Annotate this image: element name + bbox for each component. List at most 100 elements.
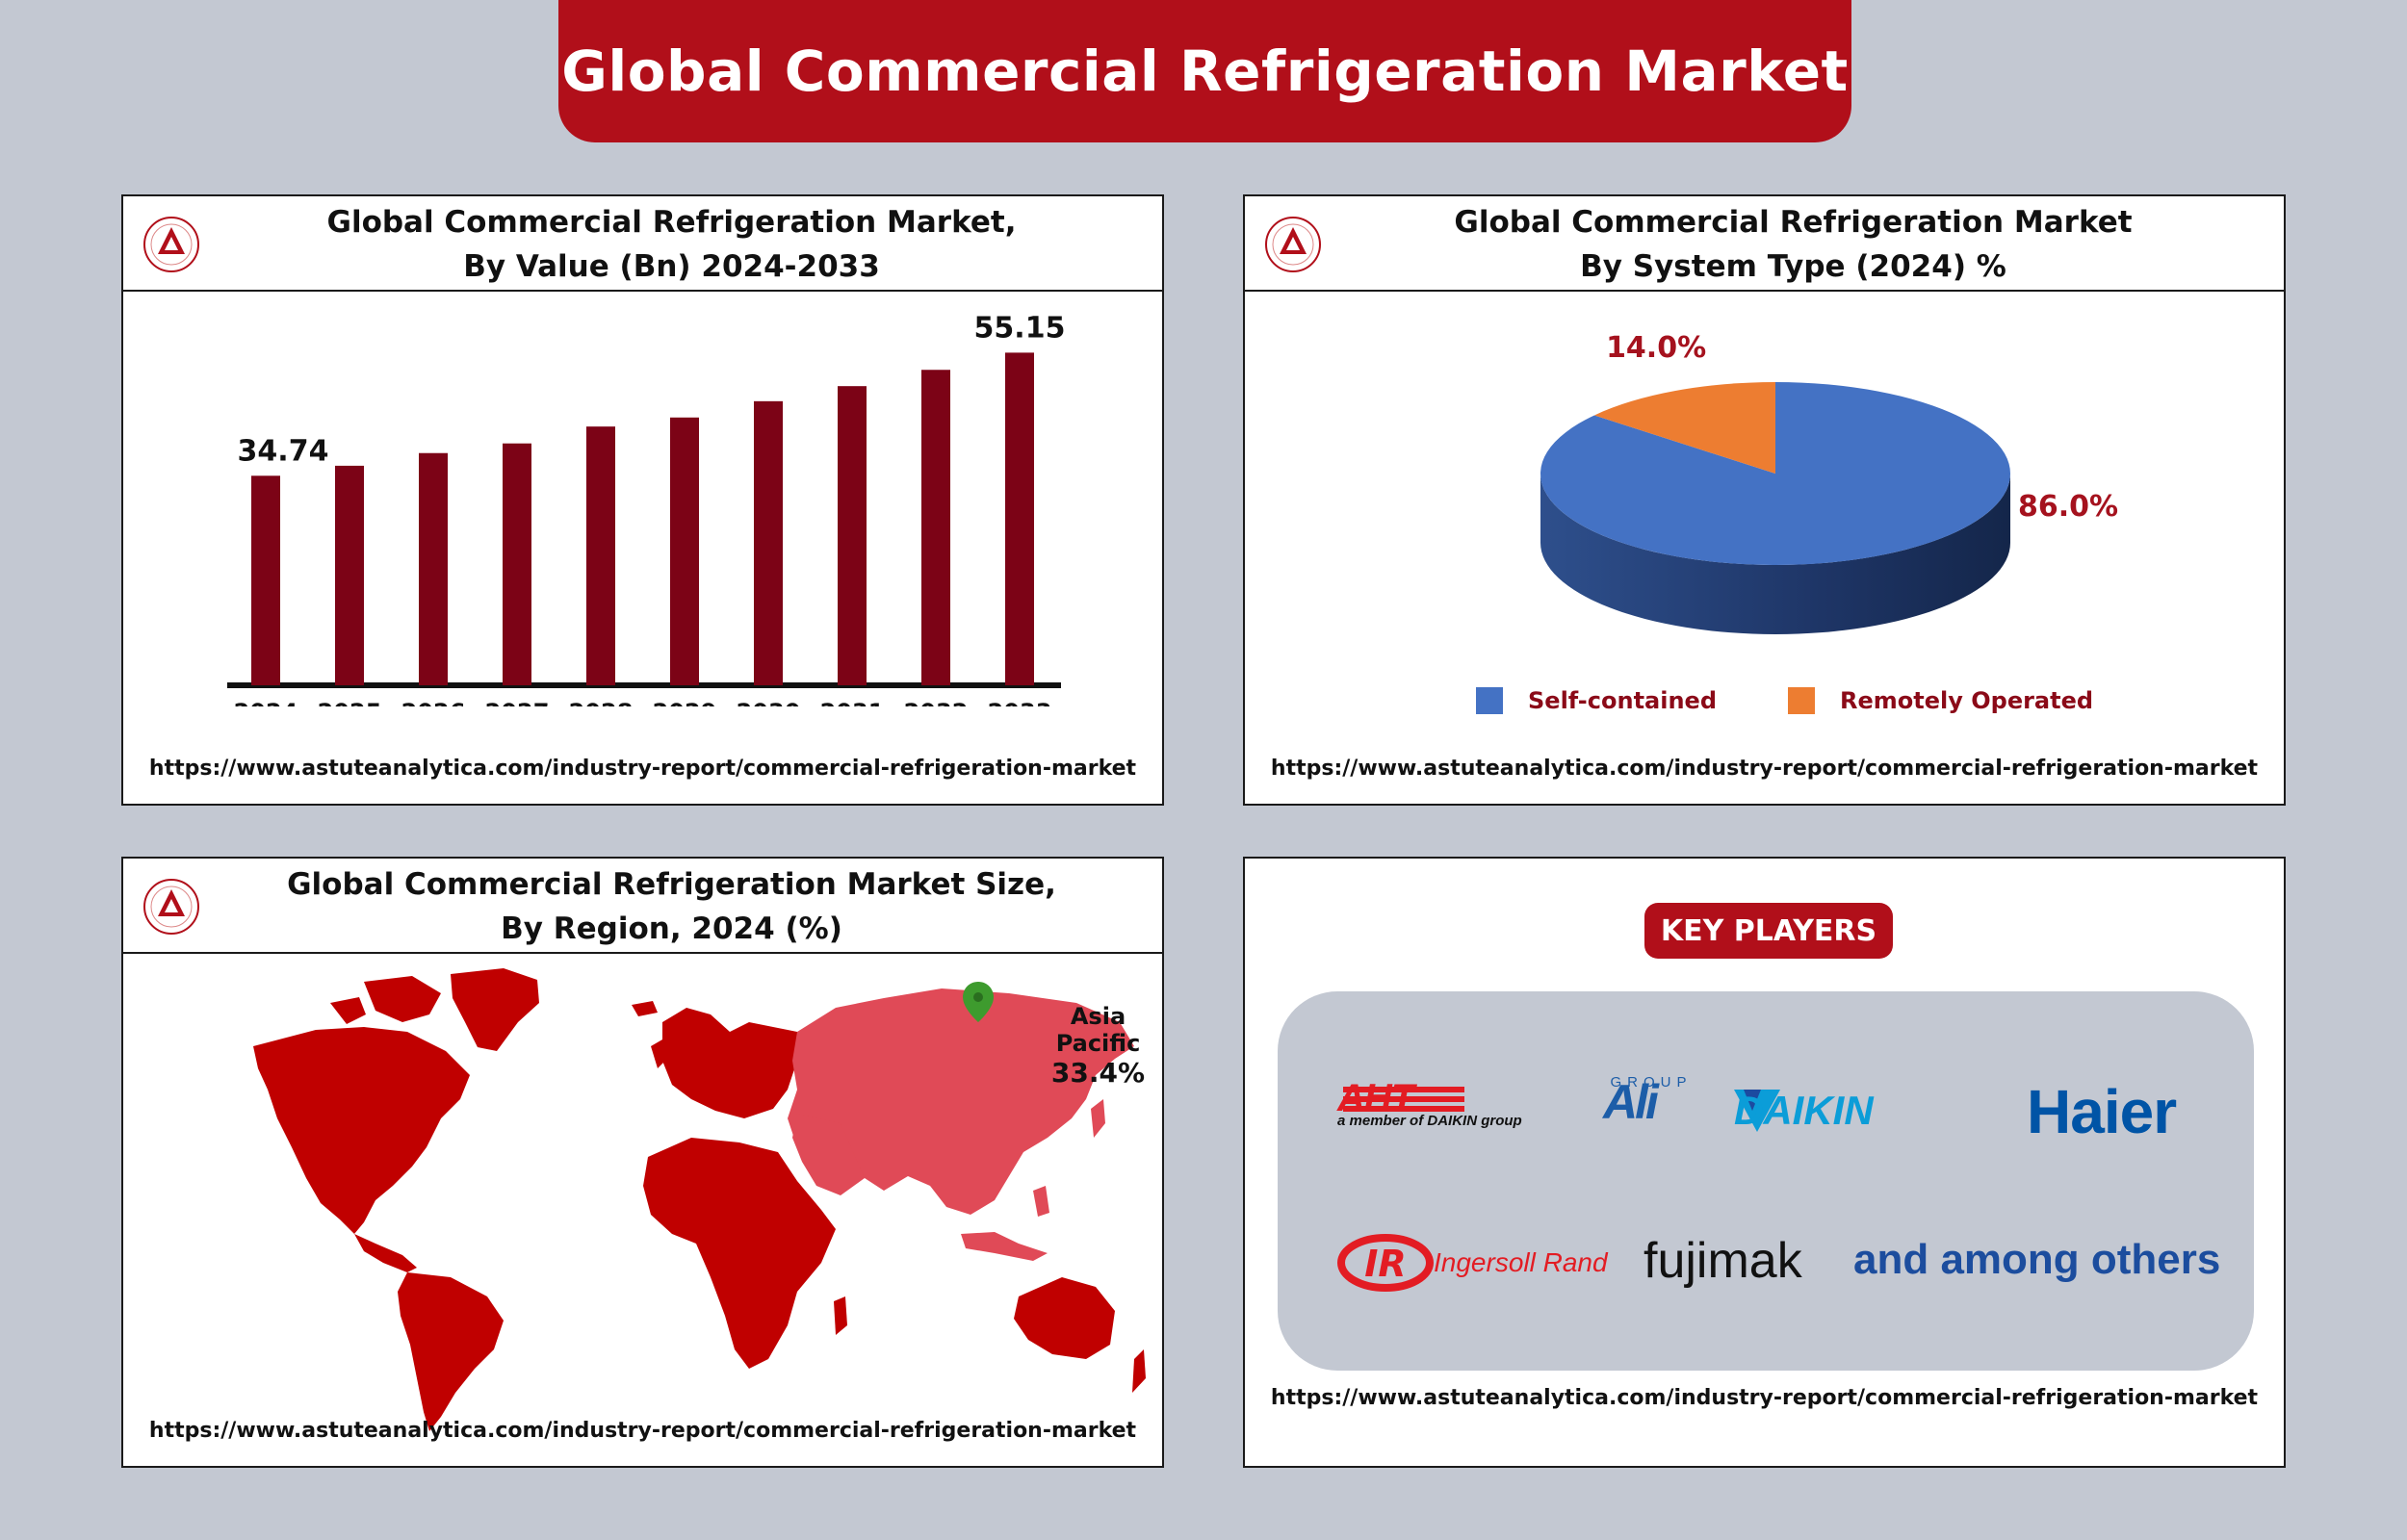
astute-logo-icon [1265,217,1321,272]
data-label: 55.15 [974,311,1066,345]
panel-title-line2: By System Type (2024) % [1580,249,2006,284]
panel-title-line2: By Value (Bn) 2024-2033 [463,249,880,284]
legend-swatch [1476,687,1503,714]
value-chart-panel: Global Commercial Refrigeration Market, … [121,194,1164,806]
map-indonesia [961,1232,1048,1261]
bar-2033 [1005,352,1034,685]
x-tick-label: 2029 [653,699,717,706]
bar-2029 [670,417,699,685]
map-new-zealand [1132,1349,1146,1393]
svg-text:IR: IR [1364,1243,1406,1285]
source-url[interactable]: https://www.astuteanalytica.com/industry… [1270,757,2259,781]
astute-logo-icon [143,879,199,935]
brand-ingersoll-rand: IR Ingersoll Rand [1337,1232,1608,1294]
bar-2024 [251,475,280,685]
map-greenland [451,968,539,1051]
legend-label: Remotely Operated [1840,687,2094,714]
brand-aht-tagline: a member of DAIKIN group [1337,1113,1522,1129]
system-type-panel: Global Commercial Refrigeration Market B… [1243,194,2286,806]
x-tick-label: 2025 [318,699,382,706]
key-players-title: KEY PLAYERS [1644,903,1893,959]
legend-item-self-contained: Self-contained [1476,687,1717,714]
panel-title: Global Commercial Refrigeration Market S… [220,862,1124,951]
map-asia-pacific [788,988,1134,1215]
legend-label: Self-contained [1528,687,1718,714]
brand-daikin: DAIKIN [1732,1088,1874,1134]
data-label: 34.74 [238,434,329,468]
page-title: Global Commercial Refrigeration Market [561,38,1849,104]
aht-stripes-icon [1343,1087,1464,1112]
map-arctic-islands [364,976,441,1022]
map-philippines [1033,1186,1049,1217]
brand-ali-name: Ali [1603,1075,1659,1129]
panel-title: Global Commercial Refrigeration Market B… [1341,200,2245,289]
page-title-banner: Global Commercial Refrigeration Market [558,0,1851,142]
map-japan [1091,1099,1105,1138]
pie-slice-remotely-operated [1593,382,1775,474]
panel-header: Global Commercial Refrigeration Market S… [123,859,1162,954]
x-tick-label: 2028 [569,699,634,706]
panel-title-line2: By Region, 2024 (%) [501,911,842,946]
pie-chart: 86.0% 14.0% [1540,331,2118,634]
map-central-america [354,1234,417,1272]
pie-side-wall [1540,474,2010,634]
brand-aht: AHT a member of DAIKIN group [1337,1077,1559,1130]
region-callout: Asia Pacific 33.4% [1034,1003,1162,1089]
callout-region-value: 33.4% [1050,1057,1146,1089]
map-africa [643,1138,836,1369]
map-uk [651,1040,667,1068]
pie-data-label: 86.0% [2018,490,2118,524]
panel-title-line1: Global Commercial Refrigeration Market, [326,205,1017,240]
brand-fujimak: fujimak [1643,1233,1802,1289]
bar-2025 [335,465,364,685]
legend-swatch [1788,687,1815,714]
daikin-triangle-icon [1734,1090,1780,1132]
map-australia [1014,1277,1115,1359]
x-tick-label: 2024 [234,699,298,706]
brand-ali-group: Ali GROUP [1603,1074,1699,1129]
map-middle-east [792,1114,865,1195]
map-madagascar [834,1296,847,1335]
callout-region-name: Asia Pacific [1055,1003,1141,1057]
x-tick-label: 2027 [485,699,550,706]
region-map-panel: Global Commercial Refrigeration Market S… [121,857,1164,1468]
panel-title-line1: Global Commercial Refrigeration Market S… [287,867,1056,902]
x-tick-label: 2033 [988,699,1052,706]
key-players-box: AHT a member of DAIKIN group Ali GROUP D… [1278,991,2254,1371]
location-pin-icon [963,982,994,1022]
brand-aht-name: AHT [1337,1076,1414,1119]
map-iceland [632,1001,658,1016]
map-south-america [398,1272,504,1431]
map-north-america [253,1027,470,1234]
legend-item-remotely-operated: Remotely Operated [1788,687,2093,714]
pie-data-label: 14.0% [1606,331,1706,365]
source-url[interactable]: https://www.astuteanalytica.com/industry… [148,757,1137,781]
x-tick-label: 2031 [820,699,885,706]
ingersoll-rand-logo-icon: IR [1337,1234,1434,1292]
bar-2028 [586,426,615,685]
panel-title-line1: Global Commercial Refrigeration Market [1454,205,2133,240]
x-tick-label: 2030 [737,699,801,706]
brand-haier: Haier [2027,1077,2177,1146]
x-tick-label: 2026 [401,699,466,706]
map-europe [662,1008,797,1118]
bar-2032 [921,370,950,685]
panel-header: Global Commercial Refrigeration Market, … [123,196,1162,292]
panel-title: Global Commercial Refrigeration Market, … [220,200,1124,289]
bar-chart: 2024 34.74 2025 2026 2027 2028 2029 2030 2031 203… [227,311,1066,706]
brand-daikin-name: DAIKIN [1734,1088,1874,1133]
key-players-panel: KEY PLAYERS AHT a member of DAIKIN group… [1243,857,2286,1468]
astute-logo-icon [143,217,199,272]
bar-2031 [838,386,867,685]
bar-2026 [419,452,448,685]
source-url[interactable]: https://www.astuteanalytica.com/industry… [1270,1386,2259,1410]
brand-ali-group-label: GROUP [1610,1074,1693,1091]
world-map [253,968,1146,1431]
x-tick-label: 2032 [904,699,969,706]
bar-2027 [503,443,531,685]
brand-ingersoll-rand-name: Ingersoll Rand [1434,1247,1608,1277]
brand-and-others: and among others [1853,1236,2221,1283]
panel-header: Global Commercial Refrigeration Market B… [1245,196,2284,292]
bar-2030 [754,400,783,685]
source-url[interactable]: https://www.astuteanalytica.com/industry… [148,1419,1137,1443]
